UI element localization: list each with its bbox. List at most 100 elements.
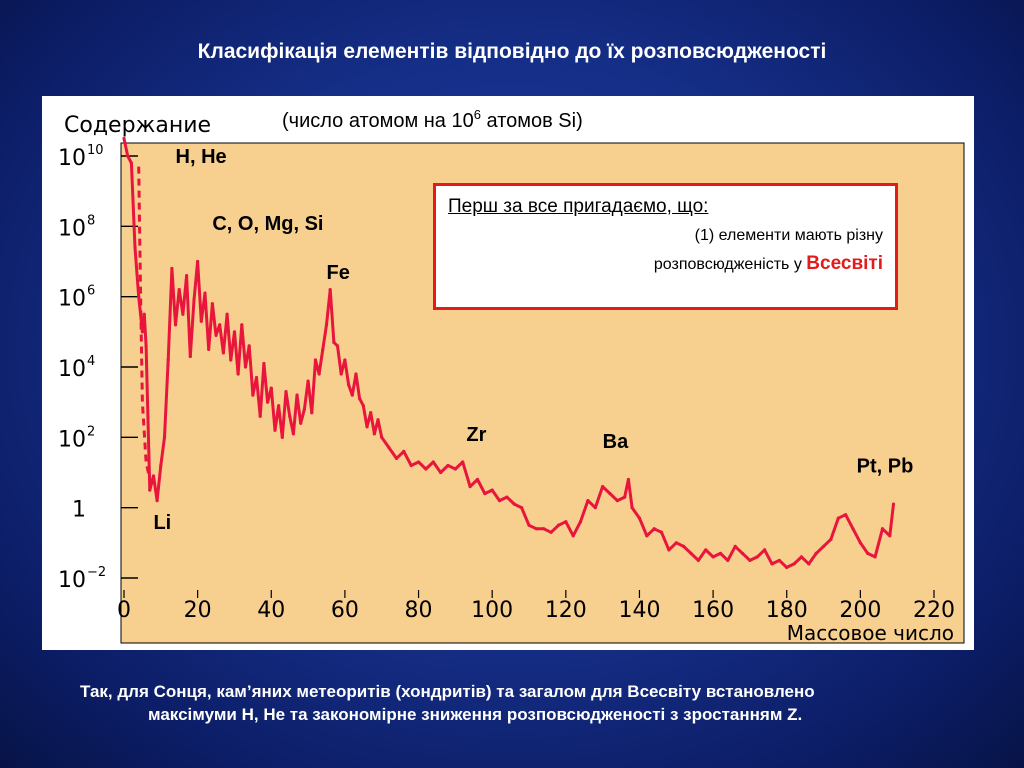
- data-point: [310, 411, 314, 415]
- data-point: [446, 463, 450, 468]
- data-point: [313, 358, 318, 362]
- y-tick-exponent: 2: [87, 424, 95, 439]
- data-point: [659, 530, 664, 534]
- data-point: [497, 499, 502, 503]
- data-point: [122, 136, 126, 141]
- data-point: [184, 273, 189, 278]
- data-point: [155, 499, 159, 503]
- x-tick-label: 220: [913, 598, 955, 623]
- data-point: [505, 495, 509, 499]
- data-point: [453, 467, 457, 471]
- data-point: [162, 435, 167, 439]
- data-point: [240, 323, 244, 327]
- axes: [120, 142, 965, 644]
- data-point: [637, 516, 642, 520]
- data-point: [718, 551, 723, 555]
- data-point: [137, 295, 141, 299]
- data-point: [221, 351, 226, 355]
- x-tick-label: 160: [692, 598, 734, 623]
- data-point: [696, 558, 700, 563]
- data-point: [891, 502, 896, 506]
- callout-line2: розповсюдженість у: [653, 256, 802, 273]
- data-point: [821, 544, 826, 548]
- data-point: [799, 555, 804, 559]
- data-point: [888, 534, 892, 538]
- data-point: [229, 358, 233, 362]
- data-point: [343, 358, 347, 362]
- slide-title: Класифікація елементів відповідно до їх …: [197, 40, 827, 63]
- data-point: [689, 551, 693, 555]
- data-point: [358, 397, 362, 401]
- data-point: [512, 502, 516, 506]
- data-point: [207, 347, 211, 352]
- data-point: [196, 259, 200, 264]
- data-point: [542, 527, 546, 531]
- data-point: [203, 291, 207, 295]
- element-label: Li: [153, 512, 171, 534]
- data-point: [225, 312, 229, 316]
- data-point: [317, 372, 321, 376]
- data-point: [851, 527, 855, 531]
- data-point: [302, 407, 307, 411]
- x-tick-label: 140: [618, 598, 660, 623]
- y-tick-label: 10: [58, 146, 86, 171]
- x-tick-label: 0: [117, 598, 131, 623]
- x-axis-title: Массовое число: [787, 621, 954, 645]
- abundance-curve: [122, 136, 896, 570]
- data-point: [361, 404, 365, 408]
- data-point: [704, 548, 708, 552]
- slide-note: Так, для Сонця, кам’яних метеоритів (хон…: [80, 680, 980, 726]
- data-point: [295, 393, 299, 397]
- data-point: [173, 323, 178, 327]
- data-point: [262, 361, 266, 366]
- data-point: [151, 474, 156, 478]
- data-point: [755, 555, 759, 559]
- data-point: [608, 492, 612, 496]
- data-point: [792, 562, 796, 566]
- data-point: [858, 541, 862, 545]
- data-point: [416, 460, 421, 464]
- y-tick-label: 10: [58, 287, 86, 312]
- data-point: [490, 488, 494, 492]
- data-point: [534, 527, 538, 531]
- data-point: [142, 312, 146, 316]
- x-tick-label: 20: [184, 598, 212, 623]
- data-point: [475, 477, 480, 482]
- y-tick-label: 10: [58, 427, 86, 452]
- element-label: Ba: [603, 431, 629, 453]
- y-tick-label: 10: [58, 357, 86, 382]
- data-point: [740, 551, 745, 555]
- plot-frame: [120, 142, 965, 644]
- note-line2: максімуми H, He та закономірне зниження …: [148, 705, 803, 724]
- data-point: [291, 432, 295, 436]
- y-tick-label: 1: [72, 498, 86, 523]
- data-point: [140, 330, 145, 334]
- data-point: [748, 558, 752, 563]
- data-point: [623, 495, 627, 499]
- chart-panel: 10 10 10 8 10 6 10 4 10 2 1 10 −2 0 20 40 60 80 100 120 140 1…: [42, 96, 974, 650]
- data-point: [431, 460, 435, 464]
- data-point: [829, 537, 833, 541]
- data-point: [372, 432, 376, 436]
- data-point: [380, 435, 384, 439]
- data-point: [148, 488, 152, 492]
- data-point: [571, 534, 575, 538]
- data-point: [251, 393, 255, 397]
- y-tick-label: 10: [58, 568, 86, 593]
- data-point: [354, 372, 358, 376]
- data-point: [439, 470, 443, 475]
- x-tick-label: 180: [766, 598, 808, 623]
- data-point: [578, 520, 583, 524]
- data-point: [269, 386, 273, 390]
- data-point: [711, 555, 715, 559]
- x-tick-label: 80: [405, 598, 433, 623]
- data-point: [674, 541, 678, 545]
- data-point: [461, 460, 465, 464]
- data-point: [777, 558, 781, 563]
- data-point: [682, 544, 686, 548]
- data-point: [844, 513, 848, 517]
- data-point: [394, 456, 399, 461]
- data-point: [667, 548, 671, 552]
- data-point: [409, 463, 413, 468]
